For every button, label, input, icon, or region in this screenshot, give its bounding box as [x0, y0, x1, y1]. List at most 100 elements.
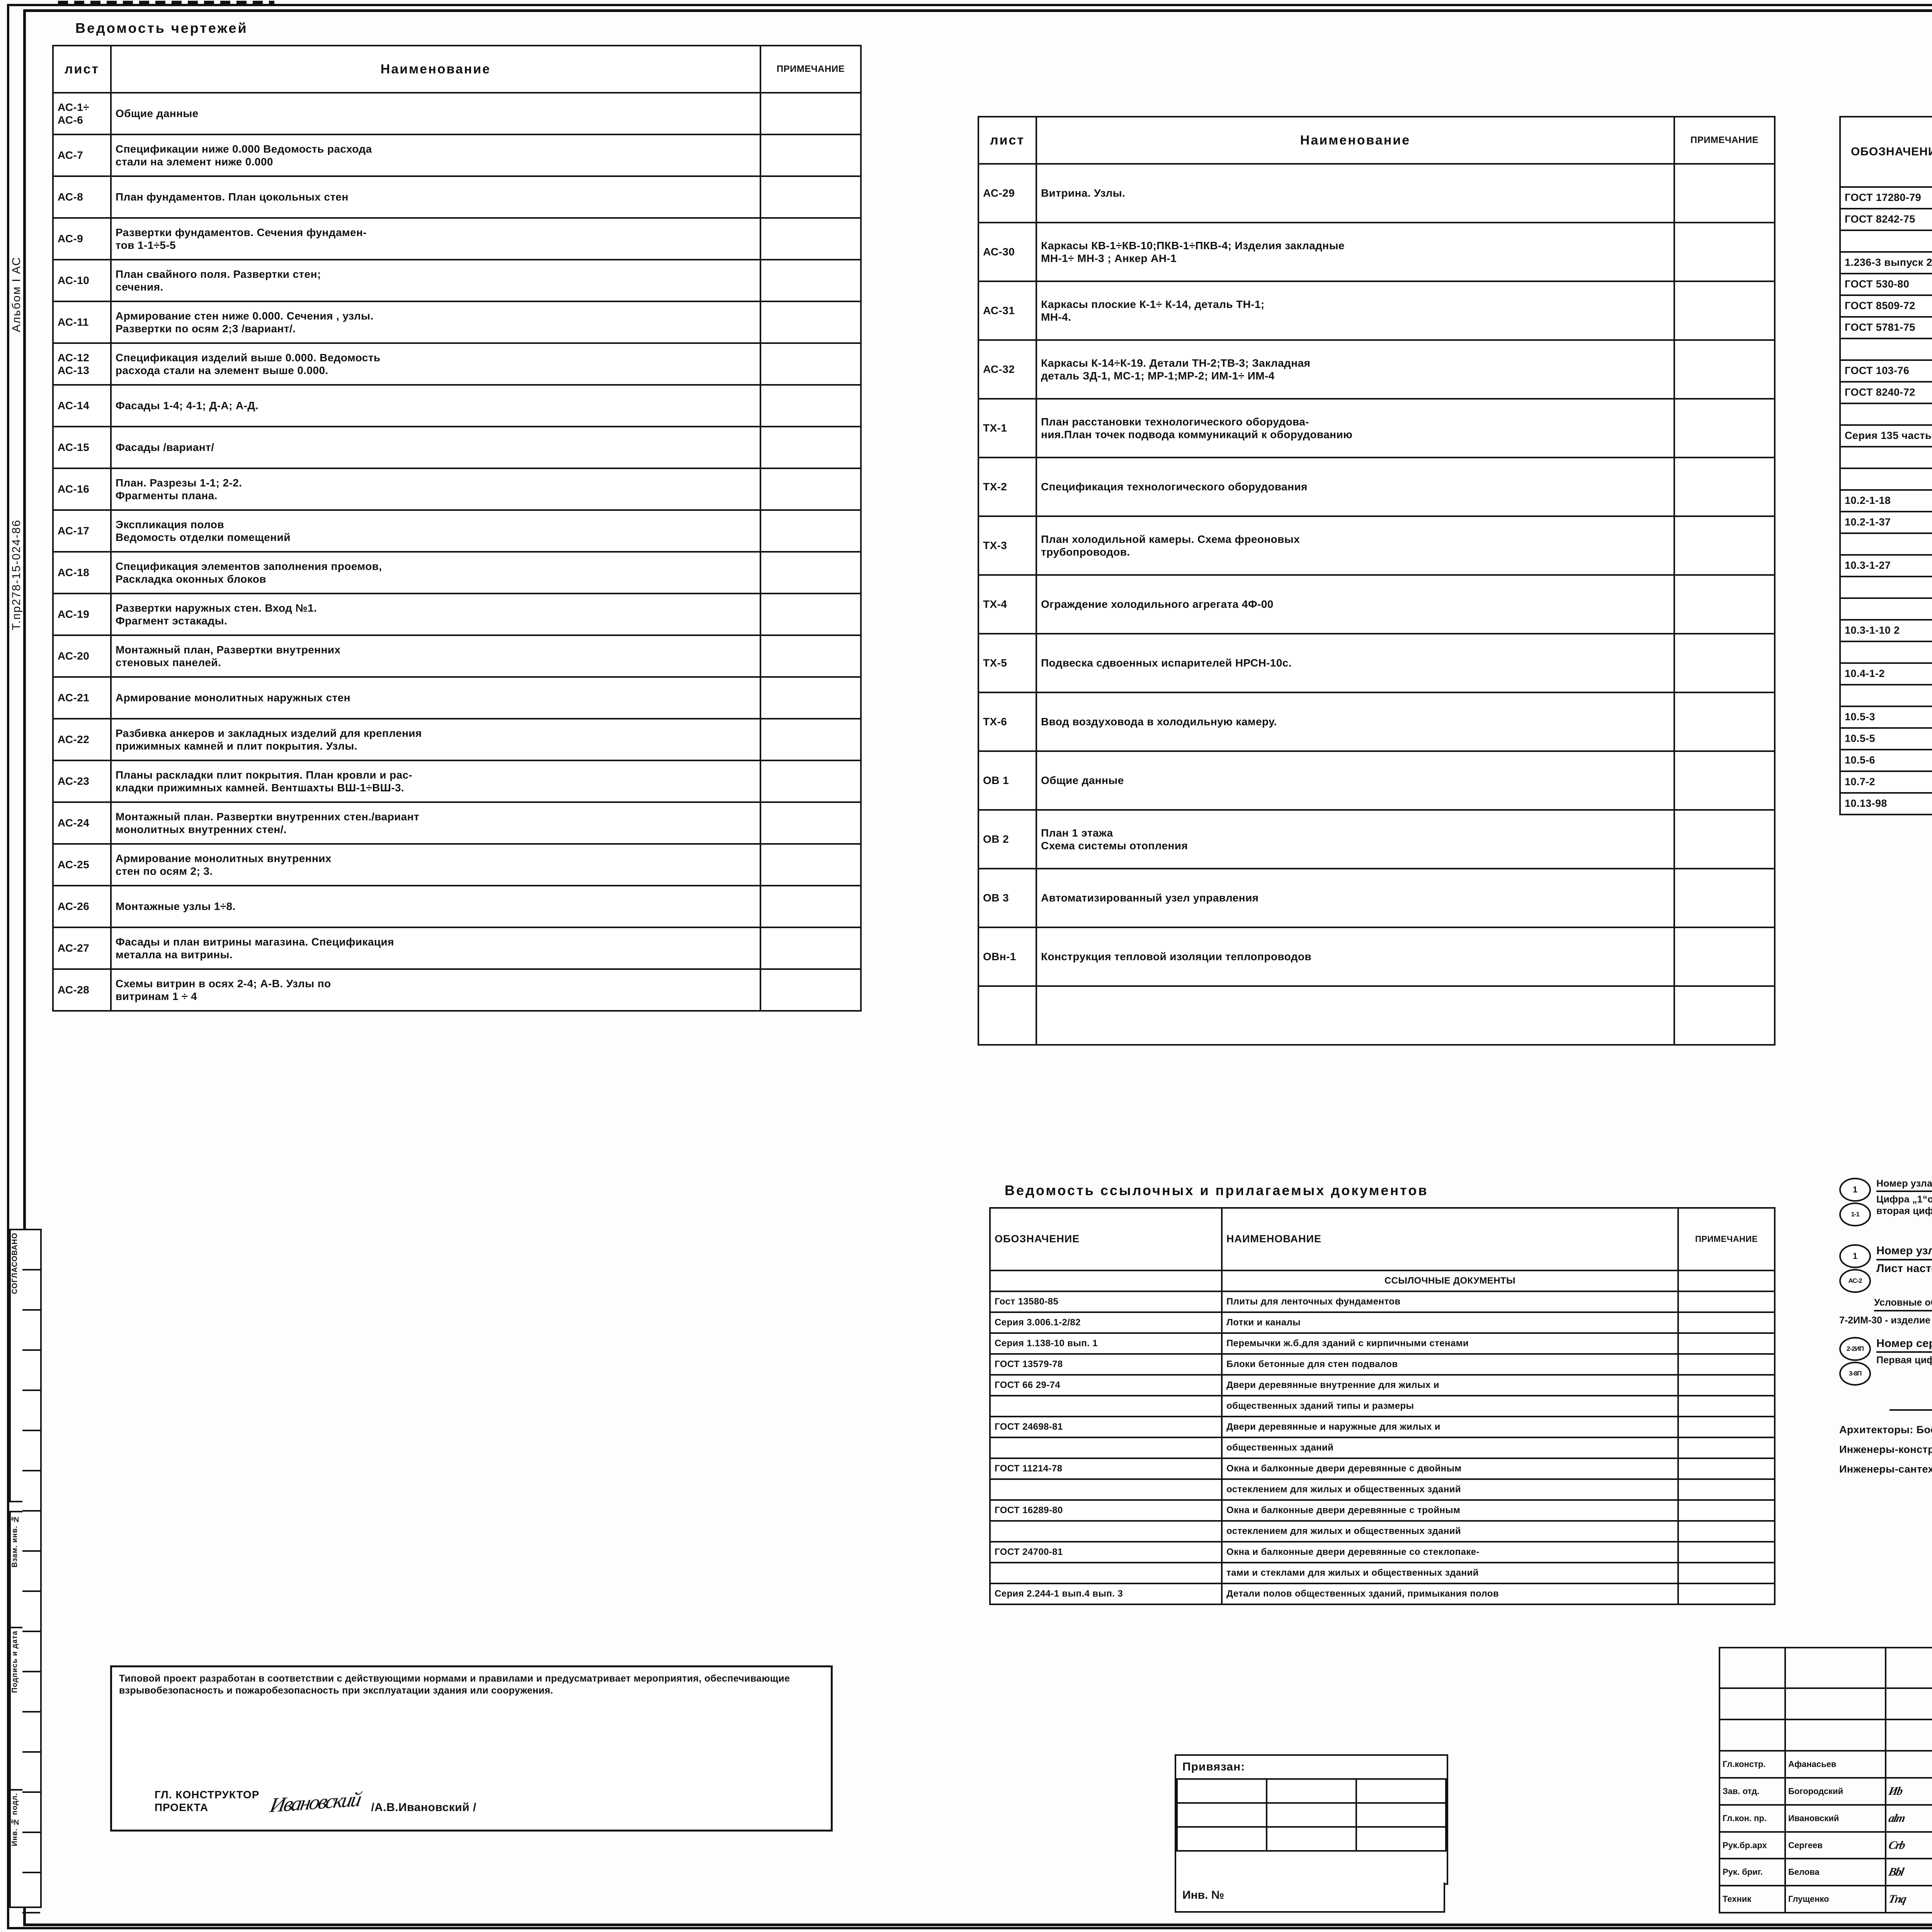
- cell-note: [760, 551, 862, 594]
- cell-note: [1673, 868, 1776, 928]
- stamp-soglasovano-label: СОГЛАСОВАНО: [11, 1233, 19, 1294]
- cell-name: Двери деревянные внутренние для жилых и: [1221, 1374, 1679, 1396]
- cell-sheet: АС-1÷ АС-6: [52, 92, 112, 135]
- table-row: АС-14 Фасады 1-4; 4-1; Д-А; А-Д.: [52, 384, 862, 427]
- table-row: остеклением для жилых и общественных зда…: [989, 1478, 1776, 1501]
- cell-sheet: АС-20: [52, 634, 112, 678]
- table-row: ГОСТ 8509-72Сталь прокатная равнополочна…: [1839, 294, 1932, 318]
- col-header-sheet: лист: [978, 116, 1037, 165]
- table-row: 1490 и 2980 мм для общественных зданий: [1839, 641, 1932, 664]
- table-row: ОВ 3 Автоматизированный узел управления: [978, 868, 1776, 928]
- table-row: ГОСТ 16289-80 Окна и балконные двери дере…: [989, 1499, 1776, 1522]
- cell-note: [1673, 985, 1776, 1046]
- cell-code: Серия 1.138-10 вып. 1: [989, 1332, 1223, 1355]
- table-row: АС-16 План. Разрезы 1-1; 2-2. Фрагменты п…: [52, 468, 862, 511]
- cell-name: Окна и балконные двери деревянные с трой…: [1221, 1499, 1679, 1522]
- project-code-label: Т.пр278-15-024-86: [10, 519, 23, 631]
- cell-note: [760, 843, 862, 886]
- cell-note: [1677, 1437, 1776, 1459]
- privyazan-grid: [1176, 1778, 1447, 1852]
- cell-note: [1677, 1374, 1776, 1396]
- cell-sheet: ТХ-4: [978, 574, 1037, 634]
- cell-code: [1839, 403, 1932, 426]
- cell-code: ГОСТ 5781-75: [1839, 316, 1932, 339]
- role-signature-5: Tnq: [1887, 1893, 1907, 1906]
- drawings-list-section: Ведомость чертежей лист Наименование ПРИ…: [52, 20, 864, 1012]
- table-header-row: лист Наименование ПРИМЕЧАНИЕ: [52, 45, 862, 94]
- table-header-row: ОБОЗНАЧЕНИЕ НАИМЕНОВАНИЕ ПРИМЕЧАНИЕ: [1839, 116, 1932, 188]
- cell-code: ГОСТ 66 29-74: [989, 1374, 1223, 1396]
- table-row: 9.1-2Монолитные узлы и детали: [1839, 446, 1932, 469]
- cell-sheet: АС-7: [52, 134, 112, 177]
- cell-name: Блоки бетонные для стен подвалов: [1221, 1353, 1679, 1376]
- cell-name: Монтажный план. Развертки внутренних сте…: [110, 801, 761, 845]
- album-bubble-bottom-icon: АС-2: [1839, 1269, 1871, 1293]
- table-row: АС-31 Каркасы плоские К-1÷ К-14, деталь Т…: [978, 281, 1776, 341]
- cell-name: Монтажные узлы 1÷8.: [110, 885, 761, 928]
- cell-sheet: АС-28: [52, 968, 112, 1012]
- legend-title: Условные обозначения: [1839, 1151, 1932, 1168]
- cell-name: Фасады 1-4; 4-1; Д-А; А-Д.: [110, 384, 761, 427]
- cell-note: [1673, 339, 1776, 400]
- table-row: ТХ-3 План холодильной камеры. Схема фреон…: [978, 515, 1776, 576]
- legend-line-2: Цифра „1“обозначает номер раздела части …: [1876, 1194, 1932, 1205]
- table-row: ТХ-1 План расстановки технологического об…: [978, 398, 1776, 458]
- role-label-0: Гл.констр.: [1719, 1750, 1786, 1779]
- cell-code: 10.3-1-27: [1839, 554, 1932, 577]
- cell-name: Каркасы К-14÷К-19. Детали ТН-2;ТВ-3; Зак…: [1036, 339, 1675, 400]
- cell-sheet: АС-26: [52, 885, 112, 928]
- cell-code: [1839, 641, 1932, 664]
- cell-code: [989, 1437, 1223, 1459]
- authors-architects: Архитекторы: Босин, Падерин, Сергеев.: [1839, 1423, 1932, 1435]
- cell-name: Спецификация элементов заполнения проемо…: [110, 551, 761, 594]
- cell-sheet: ТХ-5: [978, 633, 1037, 693]
- table-row: АС-27 Фасады и план витрины магазина. Спе…: [52, 927, 862, 970]
- table-row: ССЫЛОЧНЫЕ ДОКУМЕНТЫ: [989, 1270, 1776, 1292]
- cell-name: Окна и балконные двери деревянные с двой…: [1221, 1458, 1679, 1480]
- cell-name: Армирование стен ниже 0.000. Сечения , у…: [110, 301, 761, 344]
- table-row: ТХ-5 Подвеска сдвоенных испарителей НРСН-…: [978, 633, 1776, 693]
- cell-note: [1673, 633, 1776, 693]
- cell-sheet: АС-14: [52, 384, 112, 427]
- legend-item-node-number: 1 1-1 Номер узла типовой детали или номе…: [1839, 1178, 1932, 1226]
- cell-name: План. Разрезы 1-1; 2-2. Фрагменты плана.: [110, 468, 761, 511]
- role-name-4: Белова: [1784, 1858, 1886, 1887]
- cell-name: Фасады /вариант/: [110, 426, 761, 469]
- cell-name: Плиты для ленточных фундаментов: [1221, 1291, 1679, 1313]
- col-header-code: ОБОЗНАЧЕНИЕ: [1839, 116, 1932, 188]
- cell-note: [760, 885, 862, 928]
- cell-code: [1839, 230, 1932, 253]
- cell-note: [1673, 222, 1776, 282]
- node-bubble-top-icon: 1: [1839, 1178, 1871, 1202]
- cell-name: Каркасы плоские К-1÷ К-14, деталь ТН-1; …: [1036, 281, 1675, 341]
- table-row: ГОСТ 11214-78 Окна и балконные двери дере…: [989, 1458, 1776, 1480]
- cell-name: Армирование монолитных внутренних стен п…: [110, 843, 761, 886]
- cell-name: Окна и балконные двери деревянные со сте…: [1221, 1541, 1679, 1563]
- chief-designer-role: ГЛ. КОНСТРУКТОР ПРОЕКТА: [155, 1788, 260, 1814]
- table-row: АС-22 Разбивка анкеров и закладных издели…: [52, 718, 862, 761]
- table-header-row: ОБОЗНАЧЕНИЕ НАИМЕНОВАНИЕ ПРИМЕЧАНИЕ: [989, 1207, 1776, 1271]
- node-bubble-bottom-icon: 1-1: [1839, 1202, 1871, 1226]
- table-row: тами и стеклами для жилых и общественных…: [989, 1562, 1776, 1584]
- cell-note: [1677, 1270, 1776, 1292]
- authors-list: Архитекторы: Босин, Падерин, Сергеев. Ин…: [1839, 1424, 1932, 1475]
- chief-designer-signature-row: ГЛ. КОНСТРУКТОР ПРОЕКТА Ивановский /А.В.…: [155, 1787, 476, 1817]
- cell-note: [1677, 1583, 1776, 1605]
- table-row: ГОСТ 8242-75Детали деревянные фрезерован…: [1839, 208, 1932, 231]
- cell-name: Конструкция тепловой изоляции теплопрово…: [1036, 927, 1675, 987]
- drawings-list-table: лист Наименование ПРИМЕЧАНИЕ АС-1÷ АС-6 О…: [52, 45, 862, 1012]
- cell-code: 10.2-1-18: [1839, 489, 1932, 512]
- col-header-name: НАИМЕНОВАНИЕ: [1221, 1207, 1679, 1271]
- cell-name: Схемы витрин в осях 2-4; А-В. Узлы по ви…: [110, 968, 761, 1012]
- cell-code: ГОСТ 24700-81: [989, 1541, 1223, 1563]
- cell-name: Общие данные: [1036, 750, 1675, 811]
- cell-sheet: ТХ-6: [978, 692, 1037, 752]
- cell-note: [1673, 163, 1776, 223]
- cell-code: ГОСТ 103-76: [1839, 359, 1932, 383]
- cell-note: [1673, 281, 1776, 341]
- cell-note: [760, 634, 862, 678]
- table-row: железобетонных конструкций: [1839, 338, 1932, 361]
- stamp-vzam-inv-label: Взам. инв. №: [11, 1515, 19, 1568]
- cell-name: Монтажный план, Развертки внутренних сте…: [110, 634, 761, 678]
- cell-code: 10.5-3: [1839, 706, 1932, 729]
